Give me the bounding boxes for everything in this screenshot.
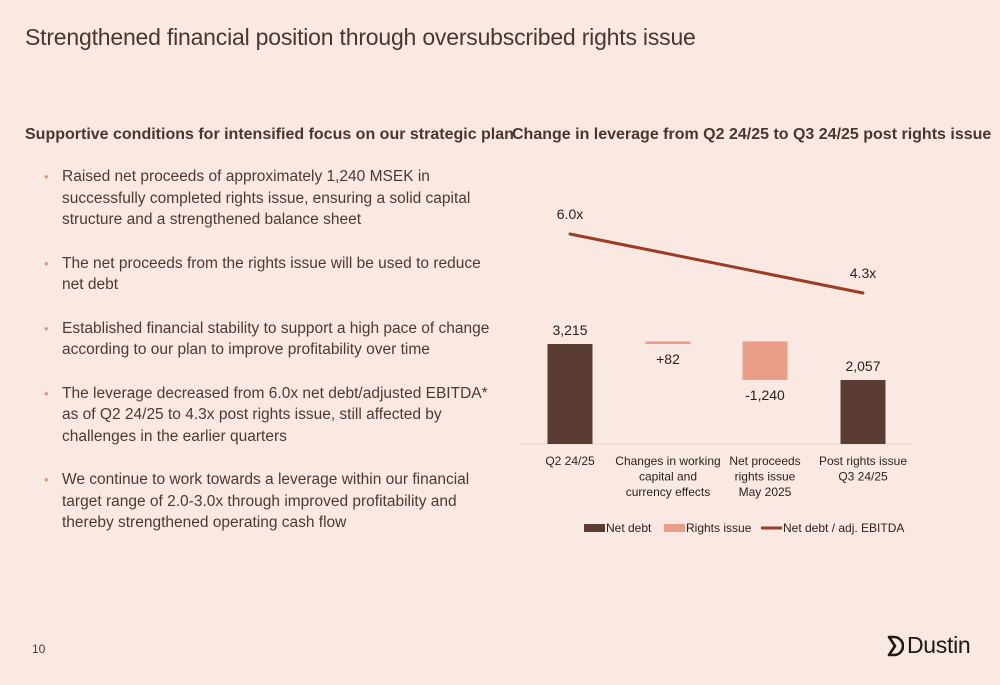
leverage-point-label: 6.0x — [557, 206, 583, 222]
bullet-item: • Established financial stability to supp… — [44, 318, 494, 361]
category-label: currency effects — [626, 485, 710, 499]
bar-3 — [840, 380, 886, 444]
bullet-dot-icon: • — [44, 320, 49, 336]
left-section-heading: Supportive conditions for intensified fo… — [25, 126, 514, 143]
bullet-item: • Raised net proceeds of approximately 1,… — [44, 166, 494, 231]
leverage-waterfall-chart: 3,215 +82 -1,240 2,057 Q2 24/25 Changes in wo… — [520, 206, 912, 535]
bar-1 — [645, 341, 691, 344]
bar-data-label: -1,240 — [745, 387, 785, 403]
category-label: rights issue — [735, 470, 796, 484]
category-label: Q2 24/25 — [545, 454, 595, 468]
bullet-dot-icon: • — [44, 385, 49, 401]
bullet-dot-icon: • — [44, 255, 49, 271]
bullet-dot-icon: • — [44, 169, 49, 184]
bullet-item: • The leverage decreased from 6.0x net de… — [44, 383, 494, 448]
category-label: Net proceeds — [729, 454, 800, 468]
legend-label: Rights issue — [686, 521, 752, 535]
leverage-point-label: 4.3x — [850, 265, 876, 281]
dustin-logo: Dustin — [886, 632, 971, 659]
slide-title: Strengthened financial position through … — [25, 24, 696, 50]
bar-data-label: 2,057 — [845, 358, 880, 374]
chart-title: Change in leverage from Q2 24/25 to Q3 2… — [512, 126, 992, 143]
logo-wordmark: Dustin — [907, 632, 971, 658]
bullet-text: Established financial stability to suppo… — [62, 319, 490, 359]
bar-data-label: +82 — [656, 351, 680, 367]
legend-swatch — [664, 524, 685, 532]
leverage-line — [568, 232, 865, 295]
legend-label: Net debt — [606, 521, 652, 535]
bar-0 — [547, 344, 593, 444]
page-number: 10 — [32, 642, 46, 656]
category-label: Post rights issue — [819, 454, 907, 468]
category-label: Q3 24/25 — [838, 470, 888, 484]
category-label: Changes in working — [615, 454, 720, 468]
category-label: capital and — [639, 470, 697, 484]
legend-label: Net debt / adj. EBITDA — [783, 521, 904, 535]
bullet-item: • We continue to work towards a leverage … — [44, 469, 494, 534]
bullet-dot-icon: • — [44, 472, 49, 487]
category-label: May 2025 — [739, 485, 792, 499]
dustin-logo-icon — [887, 635, 904, 656]
bullet-item: • The net proceeds from the rights issue … — [44, 253, 494, 296]
bar-2 — [742, 341, 788, 381]
legend-swatch — [584, 524, 605, 532]
bar-data-label: 3,215 — [552, 322, 587, 338]
bullet-text: Raised net proceeds of approximately 1,2… — [62, 168, 471, 228]
bullet-list: • Raised net proceeds of approximately 1,… — [44, 166, 494, 556]
bullet-text: The net proceeds from the rights issue w… — [62, 254, 481, 294]
bullet-text: We continue to work towards a leverage w… — [62, 471, 470, 531]
bullet-text: The leverage decreased from 6.0x net deb… — [62, 384, 488, 445]
